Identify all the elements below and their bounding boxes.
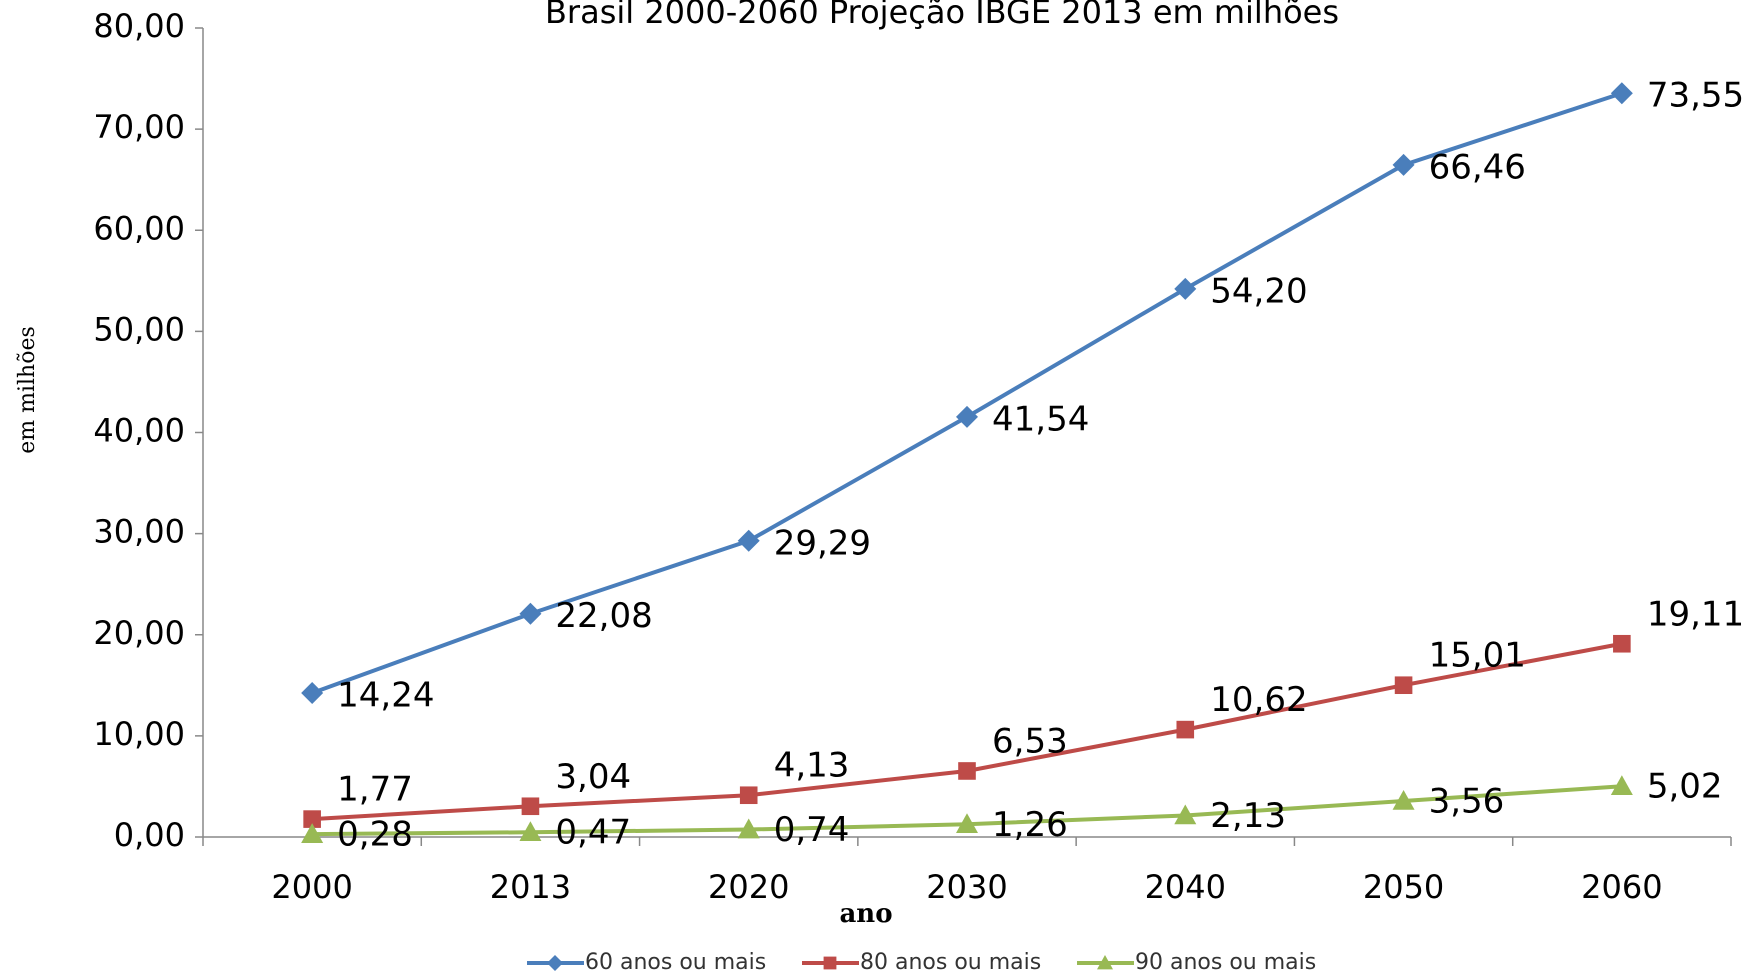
marker xyxy=(301,823,324,843)
data-label: 10,62 xyxy=(1210,680,1307,720)
marker xyxy=(1613,634,1631,653)
y-tick-label: 0,00 xyxy=(114,816,185,854)
data-label: 1,77 xyxy=(337,770,413,810)
data-label: 29,29 xyxy=(774,523,871,563)
y-tick-label: 30,00 xyxy=(93,513,185,551)
data-label: 66,46 xyxy=(1429,147,1526,187)
series-line xyxy=(312,641,1623,822)
marker xyxy=(521,797,540,816)
marker xyxy=(303,810,321,828)
data-label: 0,28 xyxy=(337,815,413,855)
x-tick-label: 2020 xyxy=(708,868,789,906)
data-label: 73,55 xyxy=(1647,76,1744,116)
legend-label: 60 anos ou mais xyxy=(585,950,766,975)
data-label: 15,01 xyxy=(1429,636,1526,676)
marker xyxy=(1097,955,1113,970)
legend-label: 90 anos ou mais xyxy=(1135,950,1316,975)
data-label: 5,02 xyxy=(1647,767,1723,807)
data-label: 54,20 xyxy=(1210,271,1307,311)
data-label: 14,24 xyxy=(337,675,434,715)
x-tick-label: 2050 xyxy=(1363,868,1444,906)
marker xyxy=(1392,789,1415,810)
marker xyxy=(547,955,563,971)
x-tick-label: 2000 xyxy=(271,868,352,906)
data-label: 0,74 xyxy=(774,810,850,850)
marker xyxy=(1610,82,1633,105)
data-label: 2,13 xyxy=(1210,796,1286,836)
series-line xyxy=(311,91,1623,695)
marker xyxy=(958,762,976,780)
x-tick-label: 2013 xyxy=(490,868,571,906)
marker xyxy=(956,813,978,834)
marker xyxy=(737,818,760,839)
data-label: 41,54 xyxy=(992,399,1089,439)
y-tick-label: 70,00 xyxy=(93,108,185,146)
marker xyxy=(737,529,760,552)
marker xyxy=(823,956,837,970)
data-label: 4,13 xyxy=(774,746,850,786)
marker xyxy=(1174,277,1197,300)
y-tick-label: 20,00 xyxy=(93,614,185,652)
legend-label: 80 anos ou mais xyxy=(860,950,1041,975)
marker xyxy=(1394,676,1413,695)
y-axis-label: em milhões xyxy=(15,326,40,454)
marker xyxy=(519,821,542,842)
data-label: 19,11 xyxy=(1647,594,1744,634)
y-tick-label: 60,00 xyxy=(93,209,185,247)
data-label: 1,26 xyxy=(992,805,1068,845)
y-tick-label: 50,00 xyxy=(93,310,185,348)
marker xyxy=(1174,804,1197,825)
x-tick-label: 2040 xyxy=(1145,868,1226,906)
y-tick-label: 40,00 xyxy=(93,412,185,450)
marker xyxy=(739,786,758,805)
x-tick-label: 2030 xyxy=(926,868,1007,906)
x-tick-label: 2060 xyxy=(1581,868,1662,906)
y-tick-label: 10,00 xyxy=(93,715,185,753)
y-tick-label: 80,00 xyxy=(93,7,185,45)
data-label: 22,08 xyxy=(555,596,652,636)
chart-title: Brasil 2000-2060 Projeção IBGE 2013 em m… xyxy=(545,0,1339,31)
data-label: 0,47 xyxy=(555,813,631,853)
x-axis-label: ano xyxy=(839,899,892,929)
marker xyxy=(956,405,978,428)
marker xyxy=(1610,775,1633,796)
data-label: 3,04 xyxy=(555,757,631,797)
marker xyxy=(1176,720,1195,739)
marker xyxy=(1392,153,1415,176)
data-label: 3,56 xyxy=(1429,781,1505,821)
marker xyxy=(519,602,542,625)
marker xyxy=(301,681,324,704)
data-label: 6,53 xyxy=(992,721,1068,761)
